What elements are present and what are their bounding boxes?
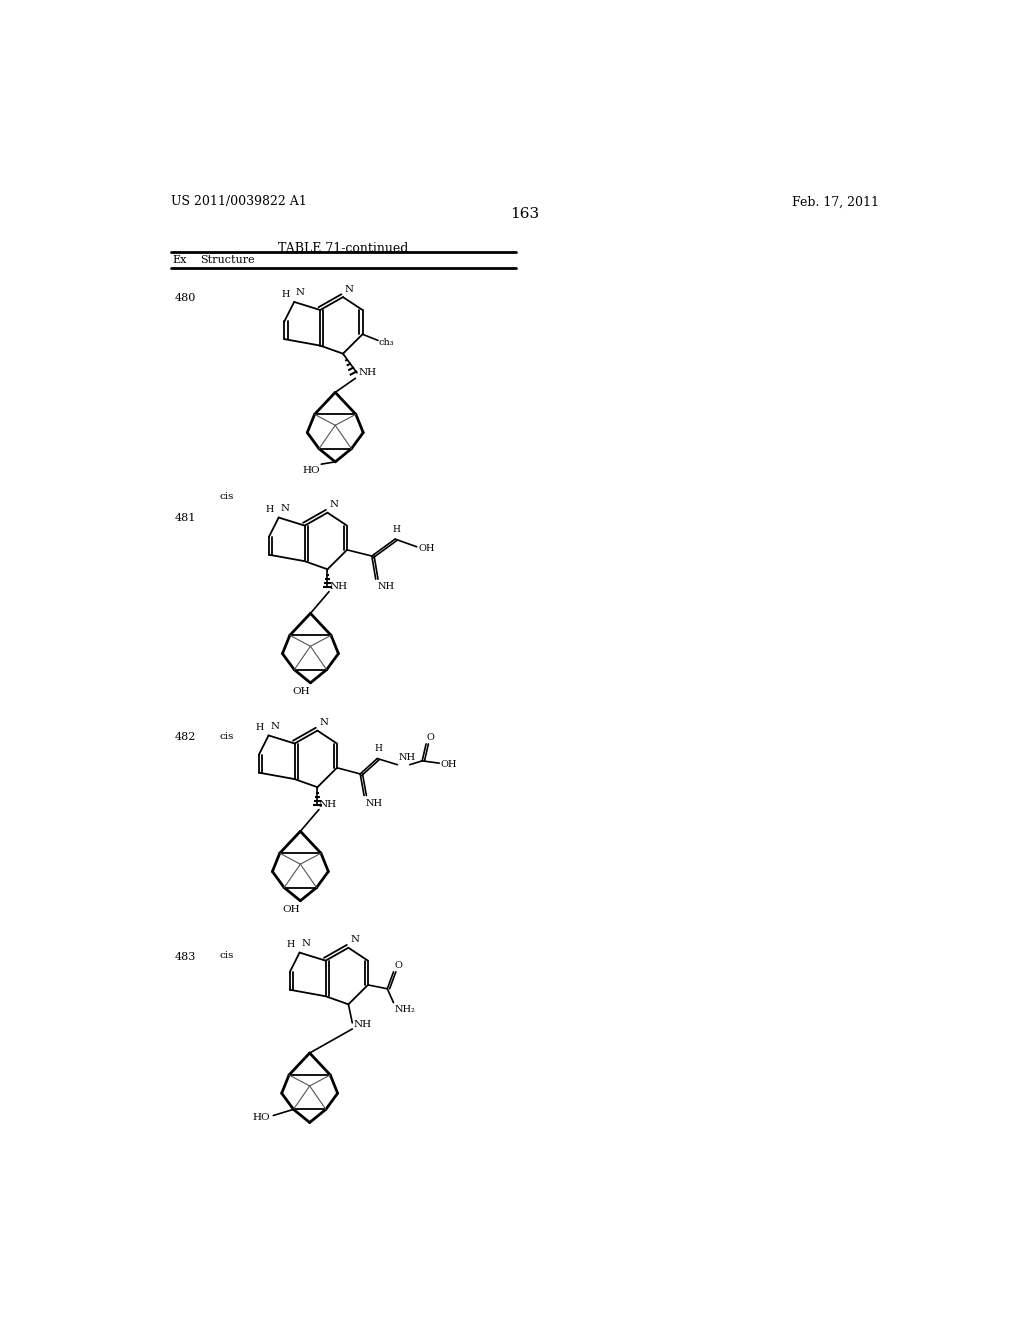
Text: H: H: [281, 289, 289, 298]
Text: cis: cis: [219, 492, 233, 500]
Text: H: H: [265, 506, 273, 515]
Text: 482: 482: [174, 733, 196, 742]
Text: N: N: [281, 504, 290, 512]
Text: H: H: [255, 723, 264, 733]
Text: OH: OH: [283, 906, 300, 915]
Text: NH: NH: [399, 752, 416, 762]
Text: NH: NH: [329, 582, 347, 591]
Text: OH: OH: [292, 688, 310, 697]
Text: NH: NH: [378, 582, 395, 591]
Text: 481: 481: [174, 512, 196, 523]
Text: HO: HO: [253, 1113, 270, 1122]
Text: NH: NH: [366, 799, 383, 808]
Text: N: N: [301, 939, 310, 948]
Text: N: N: [270, 722, 280, 730]
Text: NH: NH: [318, 800, 337, 809]
Text: Feb. 17, 2011: Feb. 17, 2011: [792, 195, 879, 209]
Text: cis: cis: [219, 952, 233, 961]
Text: US 2011/0039822 A1: US 2011/0039822 A1: [171, 195, 306, 209]
Text: N: N: [345, 285, 353, 294]
Text: ch₃: ch₃: [379, 338, 394, 347]
Text: OH: OH: [440, 760, 457, 770]
Text: H: H: [287, 940, 295, 949]
Text: H: H: [375, 744, 383, 754]
Text: NH: NH: [358, 368, 377, 376]
Text: NH: NH: [354, 1020, 372, 1028]
Text: 483: 483: [174, 952, 196, 961]
Text: N: N: [329, 500, 338, 510]
Text: NH₂: NH₂: [394, 1005, 415, 1014]
Text: 480: 480: [174, 293, 196, 304]
Text: TABLE 71-continued: TABLE 71-continued: [279, 242, 409, 255]
Text: H: H: [392, 524, 399, 533]
Text: cis: cis: [219, 733, 233, 741]
Text: N: N: [350, 936, 359, 945]
Text: 163: 163: [510, 207, 540, 220]
Text: Structure: Structure: [200, 256, 255, 265]
Text: N: N: [296, 288, 305, 297]
Text: O: O: [394, 961, 402, 969]
Text: Ex: Ex: [172, 256, 186, 265]
Text: O: O: [427, 733, 435, 742]
Text: HO: HO: [303, 466, 321, 475]
Text: OH: OH: [419, 544, 435, 553]
Text: N: N: [319, 718, 328, 727]
